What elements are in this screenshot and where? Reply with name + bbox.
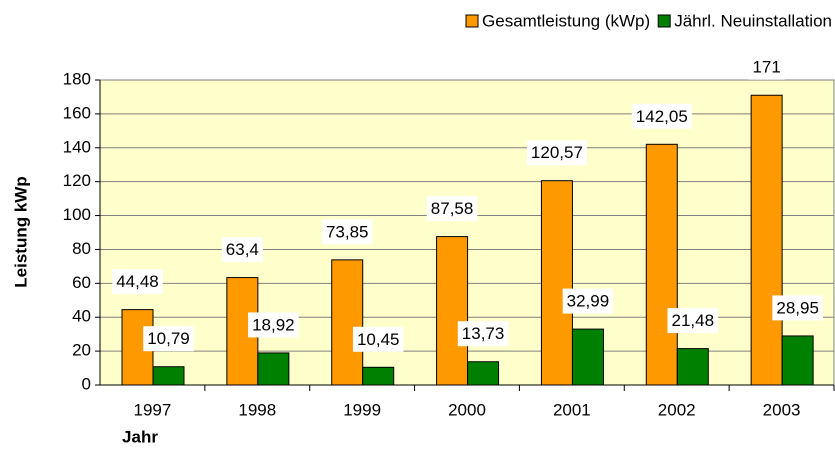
data-label-box — [562, 288, 614, 314]
bar — [331, 259, 364, 386]
data-label-box — [112, 269, 163, 295]
data-label: 10,79 — [147, 329, 190, 348]
y-axis-title: Leistung kWp — [11, 176, 30, 287]
data-label-group: 73,85 — [321, 219, 373, 245]
data-label: 73,85 — [326, 222, 369, 241]
x-tick-label: 2002 — [658, 400, 696, 419]
data-label-box — [143, 326, 194, 352]
data-label: 28,95 — [776, 298, 819, 317]
x-tick-label: 2001 — [553, 400, 591, 419]
x-tick-label: 1997 — [134, 400, 172, 419]
y-tick-label: 120 — [63, 171, 91, 190]
data-label-box — [631, 103, 692, 129]
legend-swatch — [465, 14, 479, 28]
y-tick-label: 0 — [82, 374, 91, 393]
data-label: 21,48 — [672, 311, 715, 330]
x-tick-label: 1999 — [343, 400, 381, 419]
x-tick-label: 2003 — [763, 400, 801, 419]
data-label-box — [457, 321, 509, 347]
bar — [362, 366, 395, 386]
data-label-group: 44,48 — [112, 269, 163, 295]
legend-label: Jährl. Neuinstallation — [674, 11, 832, 30]
data-label: 171 — [752, 58, 780, 77]
data-label-box — [772, 295, 823, 321]
data-label-box — [221, 237, 263, 263]
data-label-group: 142,05 — [631, 103, 692, 129]
bar — [257, 352, 290, 386]
bar — [540, 180, 573, 386]
data-label-group: 171 — [748, 54, 785, 80]
y-tick-label: 80 — [72, 239, 91, 258]
data-label-group: 18,92 — [248, 312, 299, 338]
data-label-group: 87,58 — [426, 196, 478, 222]
data-label-group: 28,95 — [772, 295, 823, 321]
x-tick-label: 1998 — [238, 400, 276, 419]
bar — [436, 236, 469, 386]
data-label-group: 32,99 — [562, 288, 614, 314]
data-label-group: 21,48 — [667, 308, 719, 334]
legend-swatch — [657, 14, 671, 28]
data-label-box — [248, 312, 299, 338]
bar — [467, 361, 500, 386]
data-label: 120,57 — [531, 143, 583, 162]
data-label-box — [321, 219, 373, 245]
y-tick-label: 60 — [72, 273, 91, 292]
y-tick-label: 160 — [63, 103, 91, 122]
bar — [571, 328, 604, 386]
y-tick-label: 20 — [72, 341, 91, 360]
x-tick-label: 2000 — [448, 400, 486, 419]
data-label-group: 63,4 — [221, 237, 263, 263]
data-label: 63,4 — [226, 240, 259, 259]
data-label: 142,05 — [636, 107, 688, 126]
data-label-box — [667, 308, 719, 334]
data-label-group: 10,79 — [143, 326, 194, 352]
data-label: 32,99 — [567, 292, 610, 311]
y-tick-label: 100 — [63, 205, 91, 224]
bar — [152, 366, 185, 386]
bar — [750, 94, 783, 386]
y-tick-label: 180 — [63, 69, 91, 88]
bar — [645, 143, 678, 386]
data-label-box — [426, 196, 478, 222]
data-label: 13,73 — [462, 324, 505, 343]
data-label-group: 120,57 — [526, 140, 587, 166]
data-label: 44,48 — [116, 272, 159, 291]
data-label-box — [526, 140, 587, 166]
bar — [781, 335, 814, 386]
data-label-group: 13,73 — [457, 321, 509, 347]
y-tick-label: 40 — [72, 307, 91, 326]
legend: Gesamtleistung (kWp) Jährl. Neuinstallati… — [465, 11, 832, 30]
data-label: 18,92 — [252, 315, 295, 334]
legend-label: Gesamtleistung (kWp) — [482, 11, 650, 30]
data-label-box — [748, 54, 785, 80]
data-label: 87,58 — [431, 199, 474, 218]
data-label-group: 10,45 — [352, 326, 404, 352]
data-label: 10,45 — [357, 330, 400, 349]
data-label-box — [352, 326, 404, 352]
x-axis-title: Jahr — [122, 427, 158, 446]
bar — [676, 348, 709, 386]
y-tick-label: 140 — [63, 137, 91, 156]
